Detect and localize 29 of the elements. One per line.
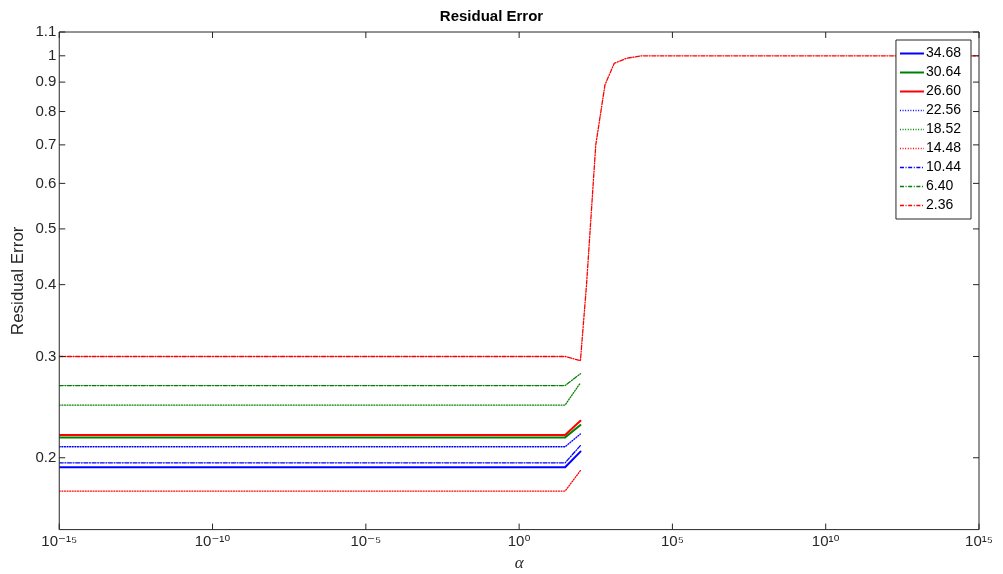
x-tick-label: 10¹⁰: [811, 531, 840, 549]
legend-label: 22.56: [925, 101, 962, 118]
x-tick-label: 10⁻¹⁰: [194, 531, 231, 549]
legend-label: 10.44: [925, 158, 962, 175]
x-tick-label: 10⁵: [660, 531, 684, 549]
y-tick-label: 1.1: [35, 22, 57, 40]
legend-label: 14.48: [925, 139, 962, 156]
legend-label: 34.68: [925, 44, 962, 61]
y-tick-label: 0.5: [35, 219, 57, 237]
y-tick-label: 0.7: [35, 135, 57, 153]
y-tick-label: 0.8: [35, 101, 57, 119]
y-axis-title: Residual Error: [7, 226, 27, 336]
x-tick-label: 10⁰: [507, 531, 531, 549]
x-tick-label: 10¹⁵: [965, 531, 993, 549]
y-tick-label: 1: [47, 45, 57, 63]
chart-title: Residual Error: [439, 7, 544, 25]
y-tick-label: 0.4: [35, 274, 57, 292]
x-axis-title: α: [514, 553, 525, 573]
y-tick-label: 0.9: [35, 72, 57, 90]
legend-label: 18.52: [925, 120, 962, 137]
legend-label: 30.64: [925, 63, 962, 80]
legend-label: 6.40: [925, 177, 954, 194]
legend-label: 26.60: [925, 82, 962, 99]
legend-label: 2.36: [925, 196, 954, 213]
y-tick-label: 0.2: [35, 447, 57, 465]
x-tick-label: 10⁻¹⁵: [41, 531, 78, 549]
x-tick-label: 10⁻⁵: [350, 531, 382, 549]
y-tick-label: 0.6: [35, 173, 57, 191]
y-tick-label: 0.3: [35, 346, 57, 364]
